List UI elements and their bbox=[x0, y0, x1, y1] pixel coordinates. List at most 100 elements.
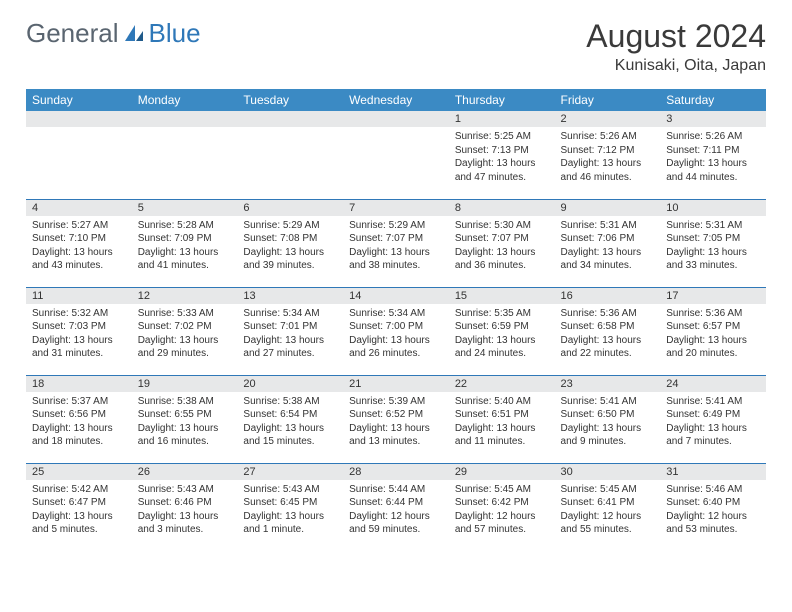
daylight-line: Daylight: 13 hours and 9 minutes. bbox=[561, 422, 655, 449]
sunset-line: Sunset: 6:51 PM bbox=[455, 408, 549, 422]
day-info: Sunrise: 5:31 AMSunset: 7:05 PMDaylight:… bbox=[660, 216, 766, 276]
day-cell: 30Sunrise: 5:45 AMSunset: 6:41 PMDayligh… bbox=[555, 463, 661, 551]
day-number: 25 bbox=[26, 464, 132, 480]
sunset-line: Sunset: 7:12 PM bbox=[561, 144, 655, 158]
sail-icon bbox=[123, 23, 145, 45]
day-number: 28 bbox=[343, 464, 449, 480]
day-cell bbox=[343, 111, 449, 199]
sunset-line: Sunset: 7:13 PM bbox=[455, 144, 549, 158]
sunset-line: Sunset: 6:56 PM bbox=[32, 408, 126, 422]
day-number: 31 bbox=[660, 464, 766, 480]
sunset-line: Sunset: 6:40 PM bbox=[666, 496, 760, 510]
sunrise-line: Sunrise: 5:37 AM bbox=[32, 395, 126, 409]
sunrise-line: Sunrise: 5:27 AM bbox=[32, 219, 126, 233]
day-info: Sunrise: 5:37 AMSunset: 6:56 PMDaylight:… bbox=[26, 392, 132, 452]
day-info: Sunrise: 5:34 AMSunset: 7:01 PMDaylight:… bbox=[237, 304, 343, 364]
daylight-line: Daylight: 13 hours and 7 minutes. bbox=[666, 422, 760, 449]
day-number: 29 bbox=[449, 464, 555, 480]
location: Kunisaki, Oita, Japan bbox=[586, 57, 766, 75]
daylight-line: Daylight: 13 hours and 31 minutes. bbox=[32, 334, 126, 361]
day-info: Sunrise: 5:38 AMSunset: 6:55 PMDaylight:… bbox=[132, 392, 238, 452]
day-info: Sunrise: 5:39 AMSunset: 6:52 PMDaylight:… bbox=[343, 392, 449, 452]
sunset-line: Sunset: 7:08 PM bbox=[243, 232, 337, 246]
calendar-table: SundayMondayTuesdayWednesdayThursdayFrid… bbox=[26, 89, 766, 551]
day-cell: 25Sunrise: 5:42 AMSunset: 6:47 PMDayligh… bbox=[26, 463, 132, 551]
daylight-line: Daylight: 12 hours and 57 minutes. bbox=[455, 510, 549, 537]
day-cell: 17Sunrise: 5:36 AMSunset: 6:57 PMDayligh… bbox=[660, 287, 766, 375]
sunset-line: Sunset: 6:57 PM bbox=[666, 320, 760, 334]
day-cell: 15Sunrise: 5:35 AMSunset: 6:59 PMDayligh… bbox=[449, 287, 555, 375]
daylight-line: Daylight: 13 hours and 13 minutes. bbox=[349, 422, 443, 449]
day-number: 22 bbox=[449, 376, 555, 392]
day-number: 26 bbox=[132, 464, 238, 480]
sunset-line: Sunset: 7:10 PM bbox=[32, 232, 126, 246]
sunrise-line: Sunrise: 5:45 AM bbox=[455, 483, 549, 497]
day-number: 23 bbox=[555, 376, 661, 392]
day-info: Sunrise: 5:45 AMSunset: 6:41 PMDaylight:… bbox=[555, 480, 661, 540]
sunrise-line: Sunrise: 5:46 AM bbox=[666, 483, 760, 497]
day-number: 7 bbox=[343, 200, 449, 216]
daylight-line: Daylight: 13 hours and 29 minutes. bbox=[138, 334, 232, 361]
sunset-line: Sunset: 6:52 PM bbox=[349, 408, 443, 422]
day-cell: 9Sunrise: 5:31 AMSunset: 7:06 PMDaylight… bbox=[555, 199, 661, 287]
sunset-line: Sunset: 7:07 PM bbox=[455, 232, 549, 246]
daylight-line: Daylight: 13 hours and 3 minutes. bbox=[138, 510, 232, 537]
sunrise-line: Sunrise: 5:34 AM bbox=[349, 307, 443, 321]
sunrise-line: Sunrise: 5:32 AM bbox=[32, 307, 126, 321]
sunset-line: Sunset: 6:49 PM bbox=[666, 408, 760, 422]
day-cell: 11Sunrise: 5:32 AMSunset: 7:03 PMDayligh… bbox=[26, 287, 132, 375]
day-header: Saturday bbox=[660, 89, 766, 111]
daylight-line: Daylight: 13 hours and 16 minutes. bbox=[138, 422, 232, 449]
sunset-line: Sunset: 6:58 PM bbox=[561, 320, 655, 334]
day-cell: 3Sunrise: 5:26 AMSunset: 7:11 PMDaylight… bbox=[660, 111, 766, 199]
daylight-line: Daylight: 13 hours and 43 minutes. bbox=[32, 246, 126, 273]
day-number: 12 bbox=[132, 288, 238, 304]
sunset-line: Sunset: 6:54 PM bbox=[243, 408, 337, 422]
sunset-line: Sunset: 7:05 PM bbox=[666, 232, 760, 246]
sunrise-line: Sunrise: 5:40 AM bbox=[455, 395, 549, 409]
day-number: 5 bbox=[132, 200, 238, 216]
day-cell: 13Sunrise: 5:34 AMSunset: 7:01 PMDayligh… bbox=[237, 287, 343, 375]
sunset-line: Sunset: 7:07 PM bbox=[349, 232, 443, 246]
sunrise-line: Sunrise: 5:31 AM bbox=[561, 219, 655, 233]
day-info: Sunrise: 5:36 AMSunset: 6:58 PMDaylight:… bbox=[555, 304, 661, 364]
day-number-empty bbox=[132, 111, 238, 127]
day-cell: 7Sunrise: 5:29 AMSunset: 7:07 PMDaylight… bbox=[343, 199, 449, 287]
sunset-line: Sunset: 6:59 PM bbox=[455, 320, 549, 334]
sunset-line: Sunset: 6:44 PM bbox=[349, 496, 443, 510]
day-number: 4 bbox=[26, 200, 132, 216]
day-number: 14 bbox=[343, 288, 449, 304]
day-header: Wednesday bbox=[343, 89, 449, 111]
sunrise-line: Sunrise: 5:25 AM bbox=[455, 130, 549, 144]
sunset-line: Sunset: 6:55 PM bbox=[138, 408, 232, 422]
sunrise-line: Sunrise: 5:43 AM bbox=[243, 483, 337, 497]
week-row: 25Sunrise: 5:42 AMSunset: 6:47 PMDayligh… bbox=[26, 463, 766, 551]
sunset-line: Sunset: 7:02 PM bbox=[138, 320, 232, 334]
sunrise-line: Sunrise: 5:36 AM bbox=[666, 307, 760, 321]
day-number: 11 bbox=[26, 288, 132, 304]
sunrise-line: Sunrise: 5:41 AM bbox=[666, 395, 760, 409]
day-cell: 29Sunrise: 5:45 AMSunset: 6:42 PMDayligh… bbox=[449, 463, 555, 551]
day-number-empty bbox=[26, 111, 132, 127]
sunrise-line: Sunrise: 5:29 AM bbox=[349, 219, 443, 233]
sunrise-line: Sunrise: 5:39 AM bbox=[349, 395, 443, 409]
day-cell: 4 Sunrise: 5:27 AMSunset: 7:10 PMDaylight… bbox=[26, 199, 132, 287]
calendar-body: 1Sunrise: 5:25 AMSunset: 7:13 PMDaylight… bbox=[26, 111, 766, 551]
sunrise-line: Sunrise: 5:29 AM bbox=[243, 219, 337, 233]
daylight-line: Daylight: 12 hours and 55 minutes. bbox=[561, 510, 655, 537]
day-header: Monday bbox=[132, 89, 238, 111]
day-info: Sunrise: 5:29 AMSunset: 7:07 PMDaylight:… bbox=[343, 216, 449, 276]
day-cell: 12Sunrise: 5:33 AMSunset: 7:02 PMDayligh… bbox=[132, 287, 238, 375]
sunrise-line: Sunrise: 5:36 AM bbox=[561, 307, 655, 321]
day-number: 24 bbox=[660, 376, 766, 392]
day-cell: 19Sunrise: 5:38 AMSunset: 6:55 PMDayligh… bbox=[132, 375, 238, 463]
week-row: 18Sunrise: 5:37 AMSunset: 6:56 PMDayligh… bbox=[26, 375, 766, 463]
sunrise-line: Sunrise: 5:43 AM bbox=[138, 483, 232, 497]
daylight-line: Daylight: 13 hours and 33 minutes. bbox=[666, 246, 760, 273]
day-number: 13 bbox=[237, 288, 343, 304]
day-number: 9 bbox=[555, 200, 661, 216]
sunrise-line: Sunrise: 5:38 AM bbox=[138, 395, 232, 409]
day-info: Sunrise: 5:31 AMSunset: 7:06 PMDaylight:… bbox=[555, 216, 661, 276]
daylight-line: Daylight: 13 hours and 39 minutes. bbox=[243, 246, 337, 273]
daylight-line: Daylight: 13 hours and 34 minutes. bbox=[561, 246, 655, 273]
